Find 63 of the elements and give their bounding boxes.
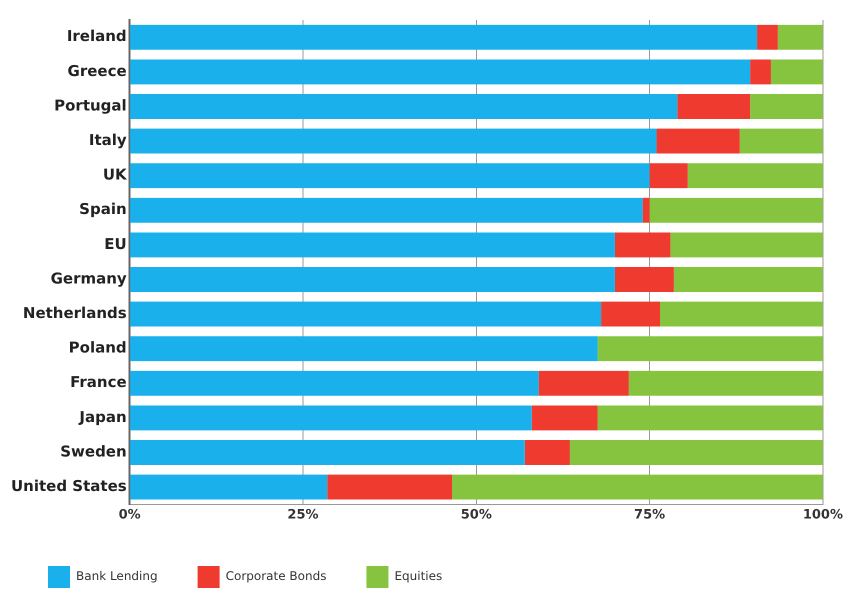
y-tick-label: Spain [79, 200, 127, 218]
y-tick-label: United States [11, 476, 127, 495]
bar [650, 163, 688, 188]
bar [598, 336, 823, 362]
bar [130, 94, 678, 119]
bar [130, 440, 525, 465]
y-tick-label: Sweden [60, 442, 127, 460]
x-tick-label: 25% [287, 508, 319, 523]
bar [130, 302, 602, 327]
legend-label: Bank Lending [76, 569, 158, 584]
y-tick-label: France [70, 373, 127, 392]
y-tick-label: Ireland [66, 27, 127, 46]
bar [130, 405, 532, 430]
bar [570, 440, 823, 465]
bar [130, 474, 328, 500]
bar [660, 302, 823, 327]
y-tick-label: EU [104, 234, 127, 253]
bar [524, 440, 570, 465]
bar [770, 59, 823, 84]
bar [601, 302, 660, 327]
bar [538, 370, 629, 396]
bar [757, 24, 778, 50]
bar [327, 474, 452, 500]
legend-label: Corporate Bonds [226, 569, 326, 584]
bar [670, 232, 823, 258]
x-tick-label: 100% [802, 508, 844, 523]
bar [674, 267, 823, 292]
y-tick-label: Netherlands [22, 304, 127, 322]
bar [130, 336, 598, 362]
bar [778, 24, 823, 50]
bar [750, 59, 771, 84]
y-tick-label: Portugal [54, 96, 127, 114]
y-tick-label: Greece [68, 62, 127, 80]
bar [614, 232, 670, 258]
bar [740, 128, 823, 154]
bar [130, 24, 758, 50]
bar [130, 267, 615, 292]
bar [656, 128, 740, 154]
y-tick-label: Poland [68, 338, 127, 357]
bar [130, 232, 615, 258]
bar [614, 267, 674, 292]
y-tick-label: Japan [78, 408, 127, 426]
bar [628, 370, 823, 396]
bar [598, 405, 823, 430]
bar [532, 405, 598, 430]
x-tick-label: 0% [118, 508, 141, 523]
bar [677, 94, 750, 119]
bar [750, 94, 823, 119]
x-tick-label: 50% [460, 508, 492, 523]
y-tick-label: Germany [50, 269, 127, 288]
y-tick-label: Italy [88, 130, 127, 149]
bar [688, 163, 823, 188]
bar [130, 370, 539, 396]
bar [642, 198, 650, 223]
bar [452, 474, 823, 500]
legend-label: Equities [394, 569, 442, 584]
bar [130, 163, 650, 188]
bar [130, 128, 657, 154]
bar [650, 198, 823, 223]
y-tick-label: UK [102, 166, 128, 184]
x-tick-label: 75% [634, 508, 666, 523]
bar [130, 198, 643, 223]
bar [130, 59, 750, 84]
